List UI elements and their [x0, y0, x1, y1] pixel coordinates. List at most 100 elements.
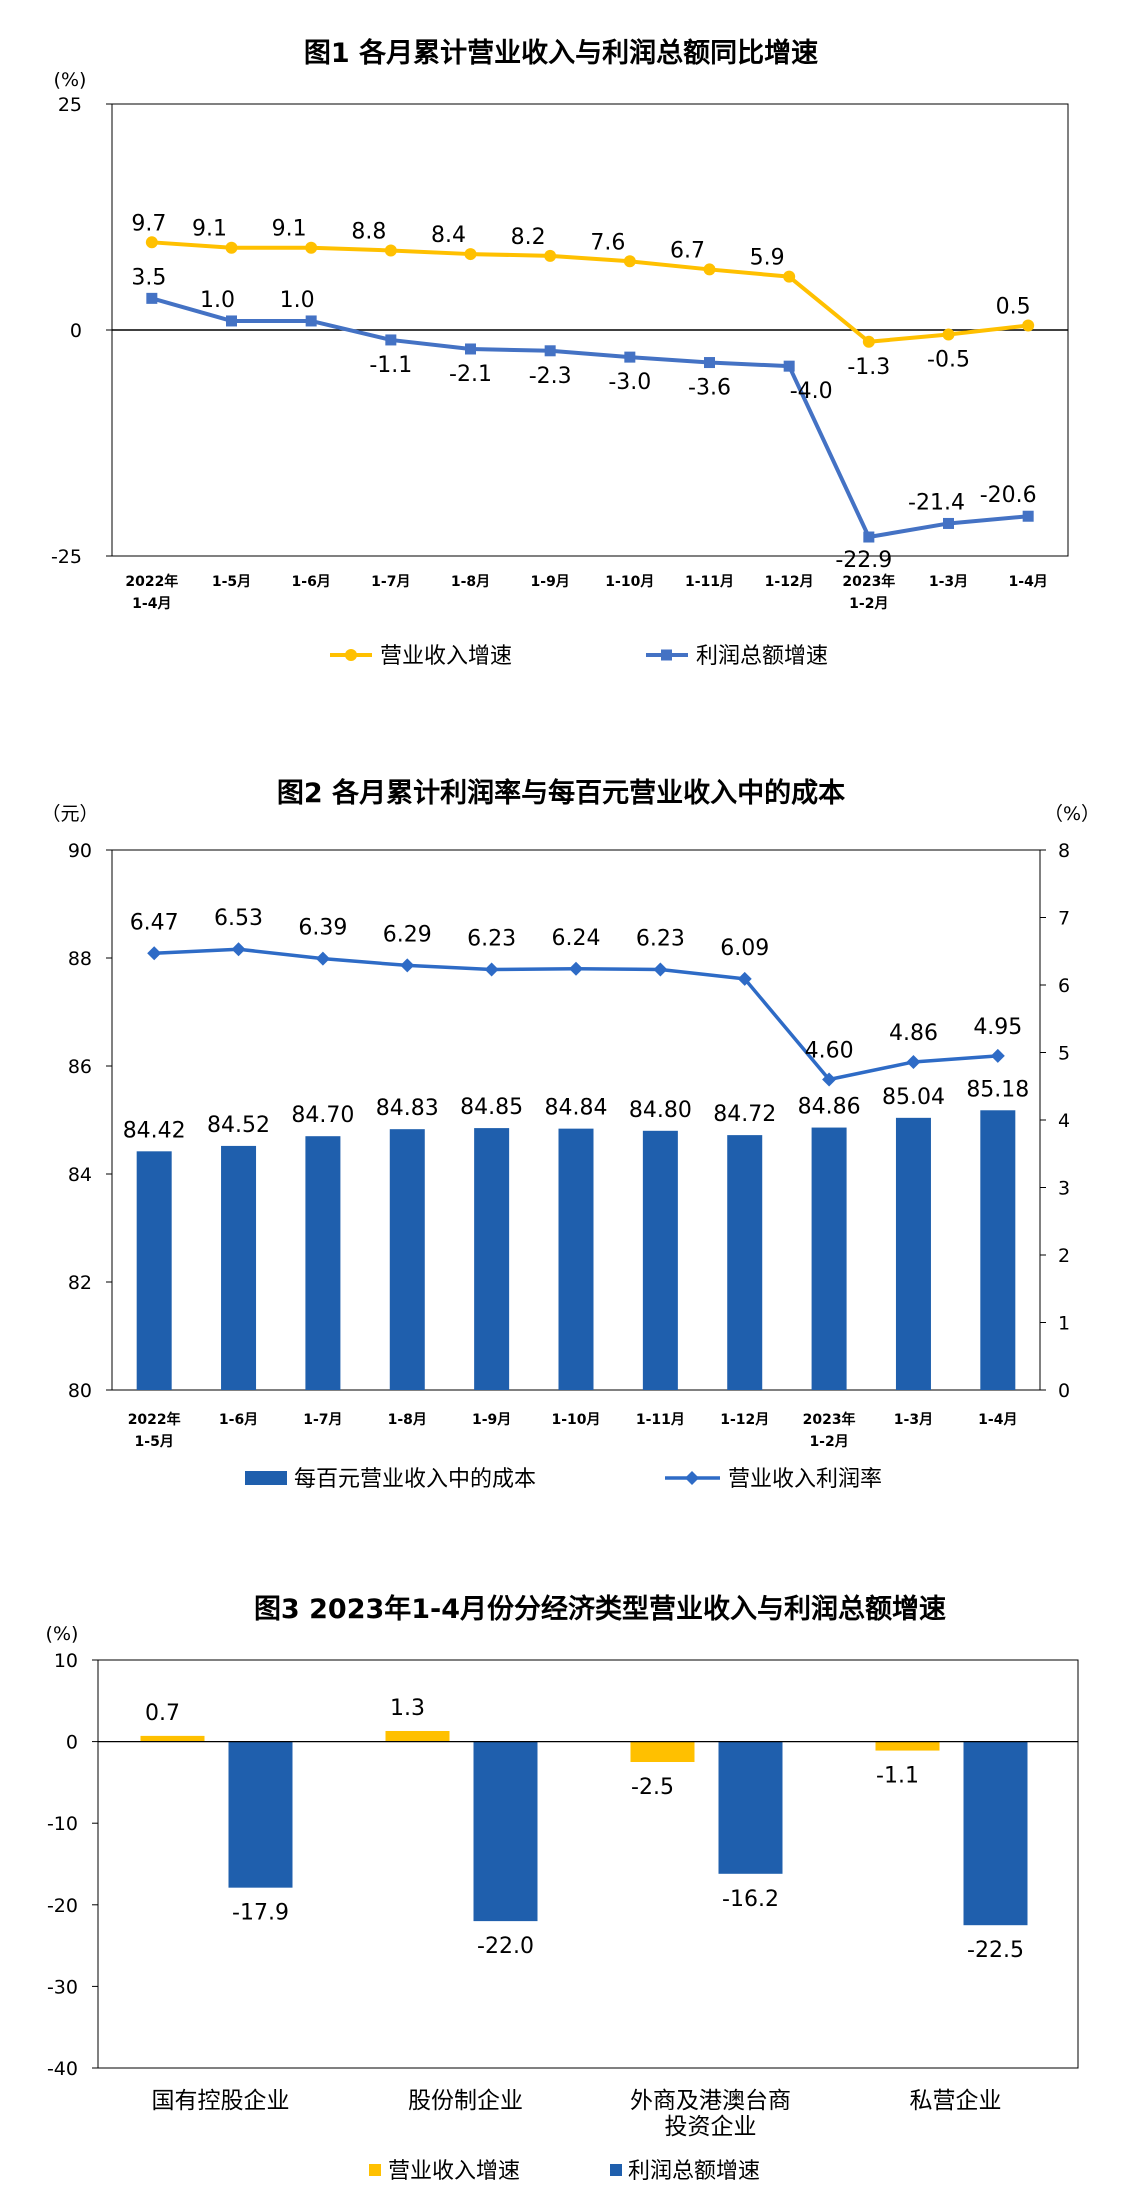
chart-1-x-tick-label: 1-4月: [132, 596, 171, 612]
chart-2-y-tick-left: 90: [68, 840, 92, 862]
chart-1-data-label: 6.7: [670, 238, 705, 263]
chart-3-bar-label: 0.7: [145, 1701, 180, 1726]
chart-3-bar: [718, 1741, 783, 1874]
chart-1-point: [863, 531, 875, 543]
chart-2-x-tick-label: 1-5月: [135, 1434, 174, 1450]
chart-2-line-label: 4.60: [805, 1039, 854, 1064]
chart-1-point: [226, 315, 237, 327]
chart-1-data-label: 8.8: [351, 219, 386, 244]
chart-3-bar-label: -22.0: [477, 1934, 534, 1959]
chart-2-bar: [305, 1136, 341, 1390]
chart-3-bar: [228, 1741, 293, 1888]
chart-1-data-label: -20.6: [980, 483, 1037, 508]
chart-1-y-tick: 0: [70, 320, 82, 342]
chart-2-bar-label: 84.84: [545, 1096, 608, 1121]
chart-2-bar-label: 84.42: [123, 1118, 186, 1143]
chart-3-bar: [630, 1741, 695, 1762]
chart-3-bar-label: -16.2: [722, 1887, 779, 1912]
chart-1-data-label: 1.0: [200, 288, 235, 313]
chart-2-bar: [389, 1129, 425, 1390]
chart-3-x-tick-label: 私营企业: [910, 2088, 1002, 2114]
chart-2-bar: [642, 1130, 678, 1390]
chart-1-data-label: -21.4: [908, 490, 965, 515]
chart-2-bar: [474, 1128, 510, 1390]
chart-3-bar: [875, 1741, 940, 1751]
chart-1-point: [385, 334, 397, 346]
chart-2-y-tick-left: 80: [68, 1380, 92, 1402]
chart-2-bar: [727, 1135, 763, 1390]
chart-3-legend-label: 利润总额增速: [628, 2159, 760, 2184]
chart-2-line-label: 6.23: [636, 926, 685, 951]
chart-1-point: [145, 236, 158, 249]
chart-1-data-label: -2.3: [529, 364, 572, 389]
chart-1-x-tick-label: 1-3月: [929, 574, 968, 590]
chart-1-point: [624, 351, 636, 363]
chart-1-data-label: 9.7: [131, 211, 166, 236]
chart-1-data-label: 0.5: [996, 294, 1031, 319]
chart-2-x-tick-label: 2023年: [803, 1411, 856, 1428]
chart-2-line-label: 4.86: [889, 1021, 938, 1046]
chart-2-x-tick-label: 1-11月: [636, 1412, 685, 1428]
chart-3-bar: [385, 1730, 450, 1742]
chart-1-data-label: -1.3: [847, 355, 890, 380]
chart-1-x-tick-label: 1-2月: [849, 596, 888, 612]
chart-2-legend-marker: [685, 1471, 699, 1485]
chart-2-line-point: [990, 1048, 1005, 1063]
chart-2-bar-label: 84.83: [376, 1096, 439, 1121]
chart-3: 图3 2023年1-4月份分经济类型营业收入与利润总额增速 (%) 10 0 -10 -2…: [46, 1593, 1079, 2184]
chart-1-x-tick-label: 1-9月: [531, 574, 570, 590]
chart-1-point: [225, 241, 238, 254]
chart-3-y-tick: -30: [47, 1976, 78, 1998]
chart-1-point: [146, 292, 158, 304]
chart-3-bar-label: -2.5: [631, 1775, 674, 1800]
chart-2-line-point: [484, 962, 499, 977]
chart-2-y-tick-right: 6: [1058, 975, 1070, 997]
chart-2-bar-label: 84.52: [207, 1113, 270, 1138]
chart-1-y-unit: (%): [54, 69, 87, 91]
chart-2: 图2 各月累计利润率与每百元营业收入中的成本（元） （%）908886848280…: [41, 777, 1100, 1492]
chart-2-legend-label: 每百元营业收入中的成本: [294, 1467, 536, 1492]
chart-2-x-tick-label: 1-12月: [720, 1412, 769, 1428]
chart-3-x-tick-label: 投资企业: [665, 2114, 757, 2140]
chart-1-point: [783, 270, 796, 283]
chart-3-legend-label: 营业收入增速: [388, 2159, 520, 2184]
chart-3-y-tick: 10: [54, 1650, 78, 1672]
chart-2-y-unit-right: （%）: [1044, 803, 1100, 825]
chart-1-data-label: -0.5: [927, 348, 970, 373]
chart-2-line-label: 6.24: [552, 926, 601, 951]
chart-1-point: [464, 248, 477, 261]
chart-2-line-point: [315, 951, 330, 966]
chart-1-title: 图1 各月累计营业收入与利润总额同比增速: [304, 37, 818, 69]
chart-3-legend-swatch: [610, 2164, 622, 2176]
chart-1-point: [1022, 510, 1034, 522]
chart-2-x-tick-label: 1-9月: [472, 1412, 511, 1428]
chart-1-point: [384, 244, 397, 257]
chart-3-y-tick: -40: [47, 2058, 78, 2080]
chart-1-x-tick-label: 2022年: [125, 573, 178, 590]
chart-1-data-label: -22.9: [835, 548, 892, 573]
chart-1-point: [943, 517, 954, 529]
chart-2-y-tick-left: 86: [68, 1056, 92, 1078]
chart-1-data-label: 8.4: [431, 223, 466, 248]
chart-3-y-tick: -10: [47, 1813, 78, 1835]
chart-2-bar-label: 85.18: [966, 1077, 1029, 1102]
chart-2-x-tick-label: 1-2月: [809, 1434, 848, 1450]
chart-3-bar-label: -22.5: [967, 1938, 1024, 1963]
chart-2-line-point: [906, 1054, 921, 1069]
chart-2-y-tick-right: 0: [1058, 1380, 1070, 1402]
chart-1-data-label: 5.9: [750, 246, 785, 271]
chart-1-point: [1022, 319, 1035, 332]
chart-2-line-label: 6.39: [298, 916, 347, 941]
chart-1-point: [465, 343, 476, 355]
chart-1-x-tick-label: 1-11月: [685, 574, 734, 590]
chart-1-data-label: -2.1: [449, 362, 492, 387]
chart-1-y-tick: 25: [58, 94, 82, 116]
chart-2-x-tick-label: 1-3月: [894, 1412, 933, 1428]
chart-1-data-label: -1.1: [369, 353, 412, 378]
chart-1-point: [783, 360, 795, 372]
chart-1-x-tick-label: 2023年: [842, 573, 895, 590]
chart-2-y-unit-left: （元）: [41, 803, 98, 825]
chart-3-y-tick: -20: [47, 1895, 78, 1917]
chart-1-data-label: 7.6: [590, 230, 625, 255]
